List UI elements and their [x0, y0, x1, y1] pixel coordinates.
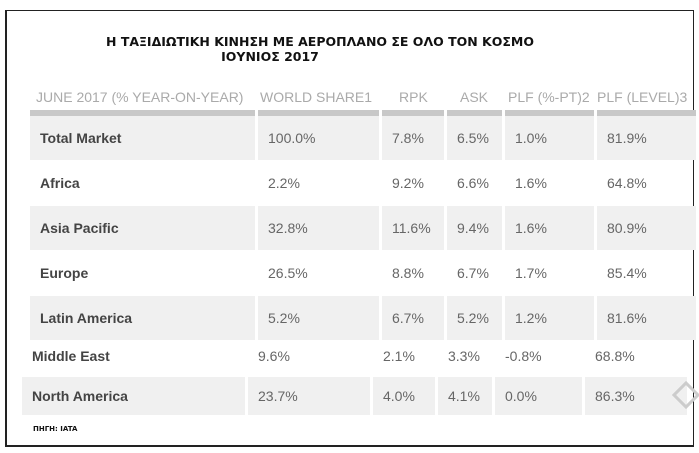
value-cell: 32.8%: [258, 206, 379, 250]
table-row: Latin America 5.2% 6.7% 5.2% 1.2% 81.6%: [0, 296, 699, 340]
value-cell: 6.7%: [457, 265, 489, 281]
value-cell: 4.1%: [438, 377, 492, 415]
value-cell: 6.5%: [447, 116, 502, 160]
value-cell: 3.3%: [448, 348, 480, 364]
value-cell: 9.2%: [392, 175, 424, 191]
value-cell: 2.1%: [383, 348, 415, 364]
table-row: Middle East 9.6% 2.1% 3.3% -0.8% 68.8%: [0, 337, 699, 375]
value-cell: 9.6%: [258, 348, 290, 364]
header-bar: [597, 110, 696, 116]
header-bar: [447, 110, 502, 116]
value-cell: 2.2%: [268, 175, 300, 191]
value-cell: 26.5%: [268, 265, 308, 281]
region-name: Total Market: [30, 116, 255, 160]
region-name: Latin America: [30, 296, 255, 340]
value-cell: 1.2%: [505, 296, 594, 340]
region-name: Africa: [40, 175, 80, 191]
value-cell: 4.0%: [373, 377, 435, 415]
value-cell: 1.0%: [505, 116, 594, 160]
value-cell: 5.2%: [447, 296, 502, 340]
value-cell: 0.0%: [495, 377, 582, 415]
column-header: PLF (%-PT)2: [508, 89, 590, 105]
subtitle: ΙΟΥΝΙΟΣ 2017: [221, 49, 319, 64]
value-cell: 23.7%: [248, 377, 370, 415]
value-cell: 1.6%: [505, 206, 594, 250]
region-name: Europe: [40, 265, 89, 281]
table-row: North America 23.7% 4.0% 4.1% 0.0% 86.3%: [0, 377, 699, 415]
table-row: Total Market 100.0% 7.8% 6.5% 1.0% 81.9%: [0, 116, 699, 160]
value-cell: 85.4%: [607, 265, 647, 281]
value-cell: 1.6%: [515, 175, 547, 191]
table-row: Africa 2.2% 9.2% 6.6% 1.6% 64.8%: [0, 161, 699, 205]
column-header: RPK: [399, 89, 428, 105]
table-row: Asia Pacific 32.8% 11.6% 9.4% 1.6% 80.9%: [0, 206, 699, 250]
value-cell: 7.8%: [382, 116, 444, 160]
value-cell: 1.7%: [515, 265, 547, 281]
region-name: Middle East: [32, 348, 110, 364]
value-cell: 81.6%: [597, 296, 696, 340]
value-cell: 68.8%: [595, 348, 635, 364]
header-bar: [382, 110, 444, 116]
region-name: Asia Pacific: [30, 206, 255, 250]
value-cell: 100.0%: [258, 116, 379, 160]
header-bar: [30, 110, 255, 116]
value-cell: 11.6%: [382, 206, 444, 250]
column-header: JUNE 2017 (% YEAR-ON-YEAR): [36, 89, 244, 105]
column-header: ASK: [460, 89, 489, 105]
value-cell: 81.9%: [597, 116, 696, 160]
value-cell: 6.6%: [457, 175, 489, 191]
source-note: ΠΗΓΗ: IATA: [33, 425, 78, 433]
column-header: WORLD SHARE1: [260, 89, 373, 105]
value-cell: 9.4%: [447, 206, 502, 250]
value-cell: 64.8%: [607, 175, 647, 191]
value-cell: 8.8%: [392, 265, 424, 281]
region-name: North America: [22, 377, 245, 415]
value-cell: 6.7%: [382, 296, 444, 340]
header-bar: [505, 110, 594, 116]
header-bar: [258, 110, 379, 116]
value-cell: 86.3%: [585, 377, 687, 415]
value-cell: 5.2%: [258, 296, 379, 340]
value-cell: -0.8%: [505, 348, 542, 364]
column-header: PLF (LEVEL)3: [597, 89, 688, 105]
value-cell: 80.9%: [597, 206, 696, 250]
title: Η ΤΑΞΙΔΙΩΤΙΚΗ ΚΙΝΗΣΗ ΜΕ ΑΕΡΟΠΛΑΝΟ ΣΕ ΟΛΟ…: [106, 34, 534, 49]
table-row: Europe 26.5% 8.8% 6.7% 1.7% 85.4%: [0, 251, 699, 295]
